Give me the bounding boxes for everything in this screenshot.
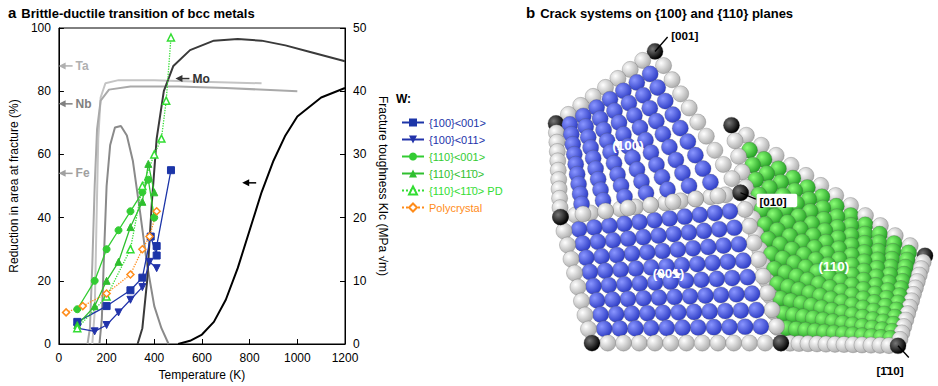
svg-text:1200: 1200 [332,351,359,365]
svg-text:600: 600 [192,351,212,365]
svg-text:80: 80 [38,84,52,98]
svg-text:W:: W: [396,92,411,106]
svg-text:Reduction in area at fracture: Reduction in area at fracture (%) [7,99,21,272]
svg-text:{100}<011>: {100}<011> [429,134,485,146]
svg-text:20: 20 [353,211,367,225]
svg-text:Temperature (K): Temperature (K) [159,368,246,382]
svg-text:0: 0 [353,337,360,351]
svg-text:(100): (100) [612,138,644,153]
svg-text:10: 10 [353,274,367,288]
svg-text:40: 40 [353,84,367,98]
svg-text:Fe: Fe [76,166,90,180]
html-text:b Crack systems on {100} and {: b Crack systems on {100} and {110} plane… [526,4,794,21]
svg-text:Ta: Ta [76,59,89,73]
svg-text:Mo: Mo [192,72,209,86]
svg-text:[010]: [010] [759,195,786,208]
svg-text:[1̄10]: [1̄10] [876,364,903,377]
svg-text:30: 30 [353,147,367,161]
svg-text:200: 200 [97,351,117,365]
svg-text:50: 50 [353,21,367,35]
svg-text:400: 400 [144,351,164,365]
svg-text:{110}<11̄0> PD: {110}<11̄0> PD [429,185,503,197]
svg-text:800: 800 [240,351,260,365]
svg-text:0: 0 [56,351,63,365]
svg-text:Nb: Nb [76,97,92,111]
svg-text:Polycrystal: Polycrystal [429,202,482,214]
svg-text:1000: 1000 [284,351,311,365]
svg-text:60: 60 [38,147,52,161]
svg-text:0: 0 [44,337,51,351]
svg-text:(001): (001) [653,266,685,281]
svg-text:{110}<11̄0>: {110}<11̄0> [429,168,484,180]
svg-text:100: 100 [31,21,51,35]
svg-text:Fracture toughness KIc (MPa √m: Fracture toughness KIc (MPa √m) [376,96,390,276]
svg-text:[001]: [001] [671,29,698,42]
svg-text:20: 20 [38,274,52,288]
html-text:a Brittle-ductile transition o: a Brittle-ductile transition of bcc meta… [8,4,255,21]
svg-text:40: 40 [38,211,52,225]
svg-text:{110}<001>: {110}<001> [429,151,485,163]
svg-text:(110): (110) [818,259,849,274]
svg-text:{100}<001>: {100}<001> [429,117,486,129]
